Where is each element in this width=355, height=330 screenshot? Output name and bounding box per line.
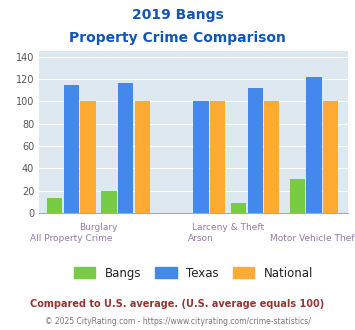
Text: 2019 Bangs: 2019 Bangs [132, 8, 223, 22]
Bar [135, 101, 150, 213]
Bar [47, 198, 62, 213]
Bar [290, 180, 305, 213]
Bar [64, 84, 79, 213]
Legend: Bangs, Texas, National: Bangs, Texas, National [69, 262, 318, 284]
Bar [231, 203, 246, 213]
Text: © 2025 CityRating.com - https://www.cityrating.com/crime-statistics/: © 2025 CityRating.com - https://www.city… [45, 317, 310, 326]
Text: Arson: Arson [188, 234, 214, 243]
Bar [210, 101, 225, 213]
Text: Burglary: Burglary [79, 222, 118, 232]
Text: Property Crime Comparison: Property Crime Comparison [69, 31, 286, 45]
Bar [102, 190, 117, 213]
Bar [248, 88, 263, 213]
Bar [118, 83, 133, 213]
Bar [306, 77, 322, 213]
Bar [193, 101, 209, 213]
Text: Compared to U.S. average. (U.S. average equals 100): Compared to U.S. average. (U.S. average … [31, 299, 324, 309]
Text: Motor Vehicle Theft: Motor Vehicle Theft [270, 234, 355, 243]
Bar [80, 101, 95, 213]
Text: Larceny & Theft: Larceny & Theft [192, 222, 264, 232]
Bar [264, 101, 279, 213]
Bar [323, 101, 338, 213]
Text: All Property Crime: All Property Crime [30, 234, 113, 243]
